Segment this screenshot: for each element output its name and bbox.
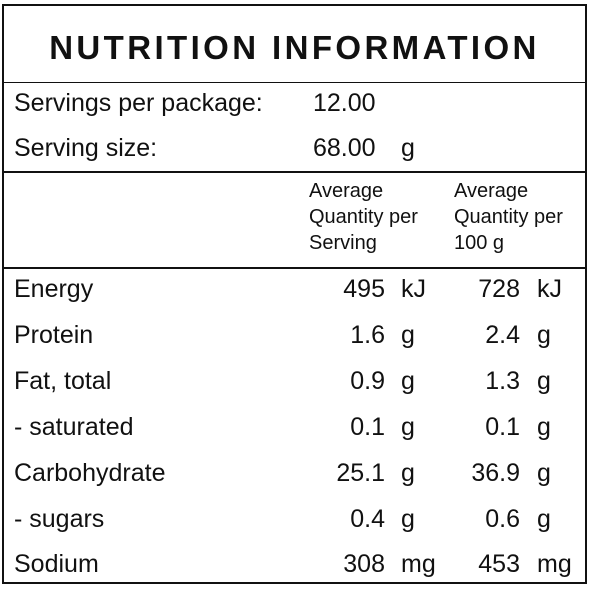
servings-per-package-label: Servings per package: — [14, 89, 263, 117]
serving-unit: g — [401, 413, 415, 441]
serving-size-label: Serving size: — [14, 134, 158, 162]
serving-value: 1.6 — [350, 321, 385, 349]
nutrient-label: Carbohydrate — [14, 459, 166, 487]
per100-unit: kJ — [537, 275, 562, 303]
col-head-100g-line1: Average — [454, 180, 529, 202]
serving-value: 0.4 — [350, 505, 385, 533]
nutrient-label: - saturated — [14, 413, 134, 441]
serving-unit: g — [401, 321, 415, 349]
serving-value: 308 — [343, 550, 385, 578]
servings-per-package-value: 12.00 — [313, 89, 376, 117]
per100-value: 2.4 — [485, 321, 520, 349]
per100-value: 728 — [478, 275, 520, 303]
per100-unit: g — [537, 459, 551, 487]
serving-unit: g — [401, 505, 415, 533]
col-head-serving-line1: Average — [309, 180, 384, 202]
per100-value: 36.9 — [471, 459, 520, 487]
per100-value: 1.3 — [485, 367, 520, 395]
serving-unit: g — [401, 367, 415, 395]
serving-value: 495 — [343, 275, 385, 303]
per100-unit: g — [537, 367, 551, 395]
nutrient-label: Sodium — [14, 550, 99, 578]
col-head-serving-line3: Serving — [309, 232, 377, 254]
per100-unit: g — [537, 321, 551, 349]
serving-value: 0.1 — [350, 413, 385, 441]
per100-value: 0.6 — [485, 505, 520, 533]
col-head-100g-line3: 100 g — [454, 232, 505, 254]
servings-divider — [4, 171, 585, 173]
header-divider — [4, 267, 585, 269]
serving-value: 25.1 — [336, 459, 385, 487]
nutrition-panel: NUTRITION INFORMATION Servings per packa… — [2, 4, 587, 584]
title-divider — [4, 82, 585, 83]
per100-unit: mg — [537, 550, 572, 578]
per100-unit: g — [537, 413, 551, 441]
per100-value: 453 — [478, 550, 520, 578]
nutrient-label: Protein — [14, 321, 94, 349]
serving-value: 0.9 — [350, 367, 385, 395]
per100-unit: g — [537, 505, 551, 533]
panel-title: NUTRITION INFORMATION — [49, 29, 540, 66]
serving-size-value: 68.00 — [313, 134, 376, 162]
nutrient-label: Energy — [14, 275, 94, 303]
serving-unit: kJ — [401, 275, 426, 303]
serving-unit: mg — [401, 550, 436, 578]
per100-value: 0.1 — [485, 413, 520, 441]
serving-size-unit: g — [401, 134, 415, 162]
nutrient-label: Fat, total — [14, 367, 112, 395]
col-head-serving-line2: Quantity per — [309, 206, 418, 228]
nutrient-label: - sugars — [14, 505, 105, 533]
col-head-100g-line2: Quantity per — [454, 206, 563, 228]
serving-unit: g — [401, 459, 415, 487]
